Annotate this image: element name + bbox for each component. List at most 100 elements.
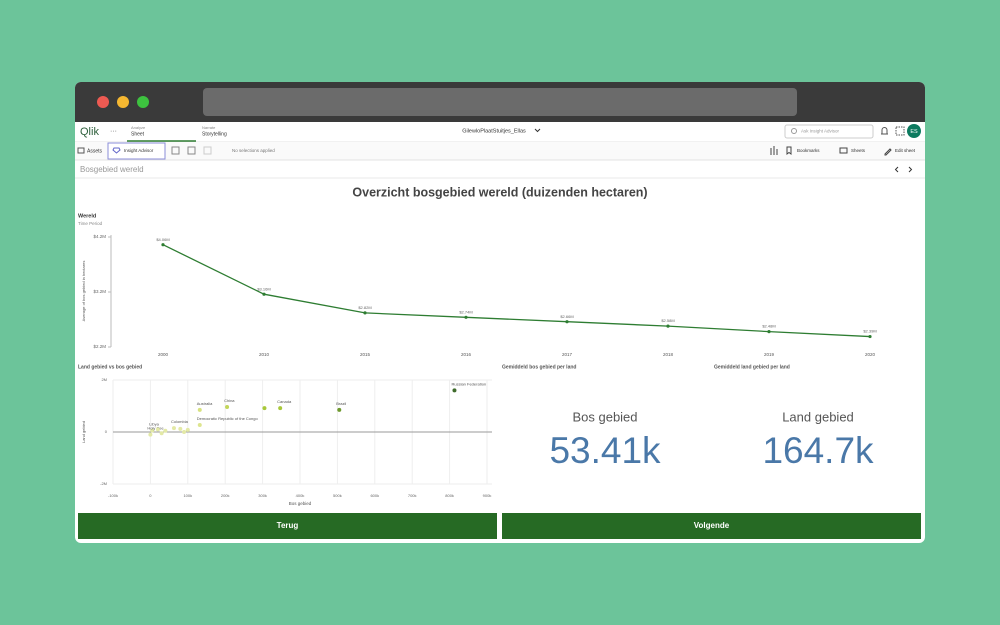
bookmark-icon [786, 146, 792, 155]
x-axis-label: Bos gebied [289, 501, 312, 506]
point [197, 422, 202, 427]
tab-small: Narrate [202, 125, 216, 130]
tool-icon[interactable] [171, 146, 180, 155]
point [464, 315, 468, 319]
app-name[interactable]: GilewloPlaatStuitjes_Ellas [462, 128, 526, 134]
search-icon [791, 128, 797, 134]
sheets-button[interactable]: Sheets [851, 148, 866, 153]
avatar-initials: ES [910, 129, 918, 135]
assets-button[interactable]: Assets [87, 148, 103, 154]
search-placeholder: Ask Insight Advisor [801, 129, 840, 134]
insight-advisor-button[interactable] [107, 142, 166, 160]
tool-icon[interactable] [187, 146, 196, 155]
point [363, 311, 367, 315]
point-label: Brazil [336, 401, 346, 406]
point [262, 292, 266, 296]
tool-icon[interactable] [203, 146, 212, 155]
x-tick-label: 100k [183, 493, 192, 498]
point-label: Colombia [171, 419, 189, 424]
avatar[interactable] [907, 124, 921, 138]
point [666, 324, 670, 328]
point [182, 430, 187, 434]
x-tick-label: 2000 [158, 352, 169, 357]
bell-icon[interactable] [881, 127, 888, 135]
insight-icon [112, 147, 121, 154]
tab-small: Analyze [131, 125, 146, 130]
point-label: China [224, 398, 235, 403]
point [155, 427, 160, 432]
point [262, 406, 267, 411]
value-label: $2.48M [762, 324, 775, 329]
y-tick-label: $2.2M [93, 344, 106, 349]
point [148, 432, 153, 437]
sheets-icon [839, 147, 848, 154]
chevron [534, 128, 541, 133]
tab-label[interactable]: Storytelling [202, 131, 227, 137]
more-menu[interactable]: ··· [110, 128, 117, 135]
point [565, 320, 569, 324]
point [225, 405, 230, 410]
y-axis-label: Average of bos gebied in hectares [81, 261, 86, 322]
minimize-dot[interactable] [117, 96, 129, 108]
x-tick-label: 0 [149, 493, 152, 498]
line [162, 244, 871, 338]
logo[interactable]: Qlik [80, 126, 99, 138]
y-tick-label: $4.2M [93, 234, 106, 239]
point [171, 426, 176, 431]
x-tick-label: 900k [483, 493, 492, 498]
kpi-title: Gemiddeld land gebied per land [714, 364, 790, 370]
point [868, 334, 872, 339]
point [159, 431, 164, 436]
bookmarks-button[interactable]: Bookmarks [797, 148, 820, 153]
point-label: Russian Federation [451, 381, 486, 386]
x-tick-label: 2010 [259, 352, 270, 357]
x-tick-label: 700k [408, 493, 417, 498]
sheet-heading: Overzicht bosgebied wereld (duizenden he… [352, 185, 647, 199]
kpi-label: Bos gebied [572, 409, 637, 424]
next-button-label[interactable]: Volgende [694, 521, 730, 530]
point [278, 406, 283, 411]
back-button[interactable] [78, 513, 497, 539]
x-tick-label: 2019 [764, 352, 775, 357]
x-tick-label: 2015 [360, 352, 371, 357]
kpi-title: Gemiddeld bos gebied per land [502, 364, 576, 370]
kpi-value: 53.41k [549, 430, 661, 471]
value-label: $2.66M [560, 314, 573, 319]
search-box[interactable] [784, 124, 874, 139]
close-dot[interactable] [97, 96, 109, 108]
point [767, 330, 771, 334]
value-label: $2.82M [358, 305, 371, 310]
address-bar[interactable] [203, 88, 797, 116]
maximize-dot[interactable] [137, 96, 149, 108]
value-label: $2.58M [661, 318, 674, 323]
x-tick-label: 200k [221, 493, 230, 498]
y-tick-label: $3.2M [93, 289, 106, 294]
point-label: Canada [277, 399, 292, 404]
edit-sheet-button[interactable]: Edit sheet [895, 148, 916, 153]
apps-icon[interactable] [895, 126, 905, 136]
kpi-label: Land gebied [782, 409, 854, 424]
y-tick-label: 0 [105, 429, 108, 434]
y-tick-label: 2M [101, 377, 107, 382]
back-button-label[interactable]: Terug [277, 521, 299, 530]
next-button[interactable] [502, 513, 921, 539]
point [337, 407, 342, 412]
value-label: $2.39M [863, 329, 876, 334]
tab-label[interactable]: Sheet [131, 131, 145, 137]
x-tick-label: -100k [108, 493, 118, 498]
selections-status: No selections applied [232, 148, 275, 153]
x-tick-label: 400k [296, 493, 305, 498]
chart-title: Wereld [78, 213, 96, 219]
window [75, 82, 925, 543]
point [185, 427, 190, 432]
chart-icon[interactable] [770, 146, 778, 155]
point-label: Libya [149, 422, 159, 427]
assets-icon [77, 147, 85, 154]
x-tick-label: 2016 [461, 352, 472, 357]
x-tick-label: 300k [258, 493, 267, 498]
y-axis-label: Land gebied [81, 421, 86, 443]
point [150, 428, 155, 433]
sheet-nav[interactable] [894, 166, 913, 173]
x-tick-label: 2018 [663, 352, 674, 357]
